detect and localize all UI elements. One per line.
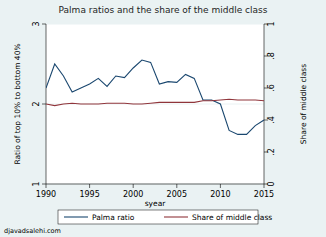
legend-label: Palma ratio [92, 213, 135, 222]
y-tick-label: 1 [32, 181, 41, 186]
line-series [46, 99, 264, 105]
x-tick-label: 2005 [167, 190, 187, 199]
x-tick [176, 184, 177, 188]
title: Palma ratios and the share of the middle… [59, 5, 268, 15]
y2-tick-label: 0 [267, 181, 276, 186]
plot-area [46, 24, 264, 184]
y-tick [42, 24, 46, 25]
x-tick [46, 184, 47, 188]
y2-tick-label: .6 [267, 84, 276, 92]
grid-line [46, 24, 264, 25]
x-tick-label: 1990 [36, 190, 56, 199]
background [0, 0, 326, 237]
y-tick [42, 184, 46, 185]
x-tick-label: 2015 [254, 190, 274, 199]
line-series [46, 60, 264, 134]
x-tick [220, 184, 221, 188]
y2-tick-label: .2 [267, 148, 276, 156]
x-tick [264, 184, 265, 188]
legend-swatch [64, 216, 88, 217]
y-tick-label: 2 [32, 101, 41, 106]
y-axis-label: Ratio of top 10% to bottom 40% [13, 43, 22, 164]
x-axis-label: syear [145, 199, 167, 208]
grid-line [46, 184, 264, 185]
y-tick [42, 104, 46, 105]
x-tick-label: 1995 [79, 190, 99, 199]
legend-label: Share of middle class [192, 213, 272, 222]
annotation: djavadsalehi.com [4, 227, 61, 235]
x-tick-label: 2010 [210, 190, 230, 199]
y-tick-label: 3 [32, 21, 41, 26]
legend-swatch [164, 216, 188, 217]
x-tick-label: 2000 [123, 190, 143, 199]
y2-tick-label: .4 [267, 116, 276, 124]
y2-tick-label: 1 [267, 21, 276, 26]
y2-axis [264, 24, 265, 184]
y2-tick-label: .8 [267, 52, 276, 60]
y2-axis-label: Share of middle class [299, 64, 308, 144]
x-tick [89, 184, 90, 188]
series-group [46, 60, 264, 134]
x-axis [46, 184, 264, 185]
x-tick [133, 184, 134, 188]
chart: Palma ratios and the share of the middle… [0, 0, 326, 237]
